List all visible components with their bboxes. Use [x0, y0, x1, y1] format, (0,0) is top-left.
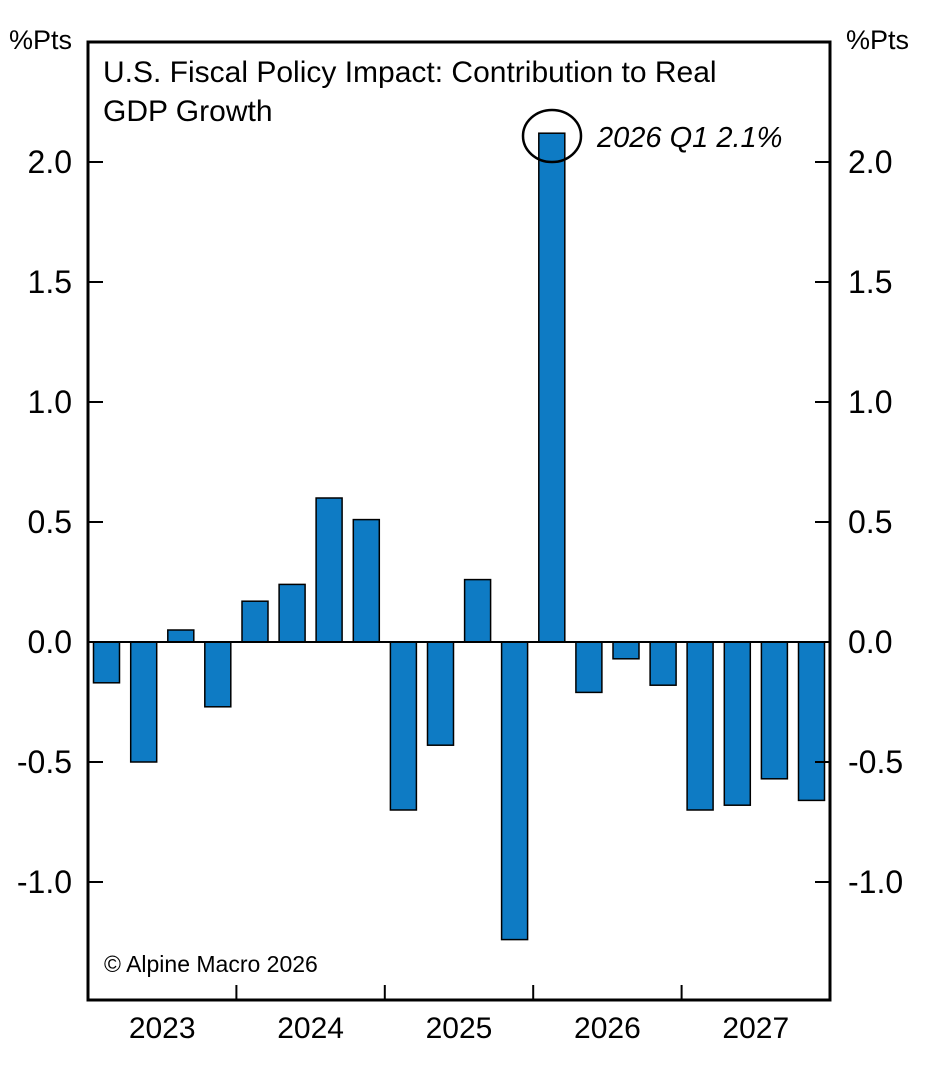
bar-2026-q1	[538, 132, 566, 643]
bar-2025-q1	[389, 641, 418, 811]
chart-title-line2: GDP Growth	[103, 95, 273, 128]
bar-2025-q2	[426, 641, 455, 746]
y-tick-label-left: 2.0	[28, 144, 72, 180]
unit-label-left: %Pts	[9, 25, 72, 55]
y-tick-label-left: 0.5	[28, 504, 72, 540]
bar-2026-q2	[575, 641, 603, 694]
bar-2024-q4	[352, 518, 381, 643]
copyright-text: © Alpine Macro 2026	[104, 951, 318, 977]
bar-2024-q2	[278, 583, 306, 643]
y-tick-label-right: 0.5	[848, 504, 892, 540]
y-tick-label-right: 1.0	[848, 384, 892, 420]
y-axis-labels-left: 2.0 1.5 1.0 0.5 0.0 -0.5 -1.0	[17, 144, 72, 900]
y-tick-label-right: -1.0	[848, 864, 903, 900]
y-tick-label-left: -0.5	[17, 744, 72, 780]
y-tick-label-left: 1.0	[28, 384, 72, 420]
chart-title-line1: U.S. Fiscal Policy Impact: Contribution …	[103, 56, 717, 89]
x-year-label-2023: 2023	[129, 1012, 196, 1045]
bar-2023-q1	[92, 641, 121, 684]
bar-2026-q4	[649, 641, 677, 686]
x-year-label-2024: 2024	[277, 1012, 344, 1045]
bar-2023-q3	[167, 629, 195, 643]
plot-border	[86, 40, 832, 1002]
bar-2024-q1	[241, 600, 269, 643]
bar-2023-q4	[204, 641, 232, 708]
bars-group	[92, 132, 826, 941]
x-year-label-2025: 2025	[426, 1012, 493, 1045]
x-year-label-2026: 2026	[574, 1012, 641, 1045]
annotation-circle	[521, 108, 583, 164]
y-tick-label-left: 1.5	[28, 264, 72, 300]
bar-2027-q3	[760, 641, 789, 780]
y-tick-label-right: 2.0	[848, 144, 892, 180]
x-axis-year-labels: 2023 2024 2025 2026 2027	[129, 1012, 789, 1045]
axis-ticks-group	[88, 161, 830, 1000]
annotation-label: 2026 Q1 2.1%	[596, 122, 782, 154]
bar-2027-q2	[723, 641, 752, 806]
y-axis-labels-right: 2.0 1.5 1.0 0.5 0.0 -0.5 -1.0	[848, 144, 903, 900]
y-tick-label-left: -1.0	[17, 864, 72, 900]
bar-2024-q3	[315, 497, 343, 643]
y-tick-label-right: -0.5	[848, 744, 903, 780]
bar-2026-q3	[612, 641, 640, 660]
y-tick-label-right: 0.0	[848, 624, 892, 660]
bar-2025-q3	[463, 578, 492, 643]
x-year-label-2027: 2027	[722, 1012, 789, 1045]
bar-2027-q4	[797, 641, 826, 802]
y-tick-label-left: 0.0	[28, 624, 72, 660]
bar-2025-q4	[500, 641, 529, 941]
unit-label-right: %Pts	[846, 25, 909, 55]
bar-2023-q2	[129, 641, 158, 763]
bar-2027-q1	[686, 641, 714, 811]
y-tick-label-right: 1.5	[848, 264, 892, 300]
